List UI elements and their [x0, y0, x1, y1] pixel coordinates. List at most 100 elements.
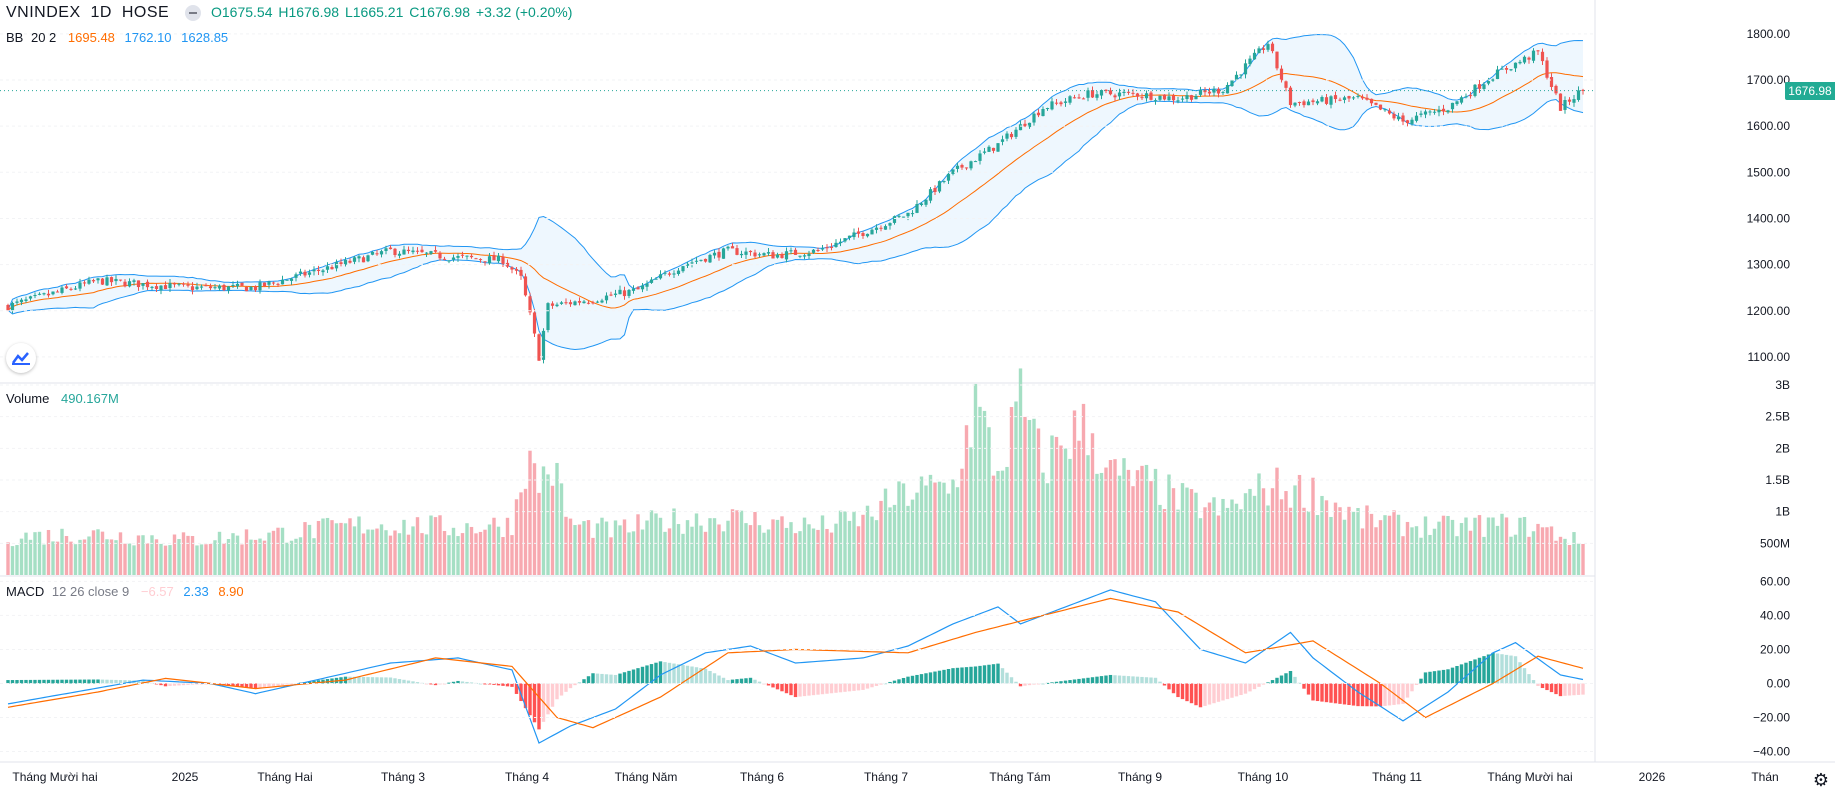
macd-histogram-bar	[366, 677, 370, 684]
candle-body	[1216, 88, 1221, 94]
candle-body	[654, 278, 658, 280]
macd-histogram-bar	[636, 668, 640, 684]
macd-histogram-bar	[1198, 683, 1203, 708]
macd-histogram-bar	[550, 683, 555, 707]
candle-body	[627, 289, 631, 296]
volume-bar	[190, 536, 195, 575]
volume-bar	[1324, 500, 1329, 575]
candle-body	[1342, 97, 1347, 100]
volume-bar	[1221, 498, 1225, 575]
volume-bar	[411, 526, 415, 575]
macd-histogram-bar	[186, 683, 190, 685]
macd-histogram-bar	[163, 683, 168, 687]
candle-body	[559, 302, 564, 304]
macd-histogram-bar	[924, 673, 928, 684]
candle-body	[546, 303, 550, 331]
macd-histogram-bar	[1284, 673, 1288, 684]
candle-body	[928, 189, 933, 201]
candle-body	[703, 258, 708, 262]
macd-histogram-bar	[784, 683, 789, 694]
macd-histogram-bar	[946, 669, 951, 684]
macd-histogram-bar	[537, 683, 541, 730]
volume-bar	[1009, 407, 1014, 575]
macd-histogram-bar	[1153, 677, 1158, 684]
candle-body	[195, 286, 199, 290]
candle-body	[312, 269, 316, 272]
macd-histogram-bar	[1234, 683, 1239, 697]
candle-body	[397, 253, 402, 256]
macd-histogram-bar	[955, 667, 960, 684]
candle-body	[285, 279, 289, 281]
volume-bar	[1369, 513, 1374, 575]
symbol-name[interactable]: VNINDEX	[6, 4, 81, 21]
volume-bar	[658, 517, 663, 575]
candle-body	[1365, 97, 1369, 100]
volume-bar	[1144, 464, 1149, 575]
macd-histogram-bar	[820, 683, 825, 695]
macd-histogram-bar	[627, 670, 631, 684]
candle-body	[478, 259, 483, 261]
macd-histogram-bar	[1383, 683, 1387, 706]
candle-body	[1356, 95, 1360, 97]
volume-bar	[37, 531, 42, 575]
volume-bar	[6, 542, 10, 575]
candle-body	[1432, 111, 1437, 113]
volume-legend[interactable]: Volume 490.167M	[6, 391, 125, 406]
x-tick-label: Tháng 9	[1118, 770, 1162, 784]
candle-body	[1491, 79, 1495, 81]
macd-histogram-bar	[690, 666, 694, 684]
volume-bar	[546, 474, 550, 575]
volume-bar	[294, 538, 298, 575]
volume-bar	[96, 529, 100, 575]
collapse-icon[interactable]	[185, 5, 202, 22]
candle-body	[681, 266, 685, 272]
candle-body	[937, 181, 942, 192]
candle-body	[1144, 93, 1149, 99]
volume-bar	[78, 539, 82, 575]
candle-body	[87, 279, 91, 284]
volume-bar	[631, 531, 636, 575]
macd-histogram-bar	[1504, 654, 1509, 684]
candle-body	[258, 282, 262, 291]
volume-bar	[186, 535, 190, 575]
macd-histogram-bar	[1212, 683, 1216, 704]
volume-bar	[82, 539, 87, 575]
tradingview-logo-icon[interactable]	[6, 343, 36, 373]
candle-body	[1482, 84, 1486, 89]
candle-body	[330, 266, 334, 270]
candle-body	[118, 279, 123, 281]
volume-bar	[384, 530, 388, 575]
volume-bar	[406, 534, 411, 575]
volume-bar	[73, 544, 78, 575]
volume-bar	[996, 470, 1000, 575]
volume-bar	[1243, 493, 1248, 575]
volume-bar	[910, 499, 915, 575]
interval[interactable]: 1D	[90, 4, 112, 21]
macd-histogram-bar	[1311, 683, 1315, 701]
candle-body	[784, 251, 789, 260]
macd-histogram-bar	[190, 683, 195, 685]
candle-body	[433, 250, 438, 252]
volume-bar	[1302, 507, 1306, 575]
volume-bar	[829, 532, 834, 575]
candle-body	[631, 288, 636, 291]
candle-body	[622, 290, 627, 297]
candle-body	[861, 233, 865, 237]
settings-gear-icon[interactable]: ⚙	[1812, 770, 1829, 790]
macd-histogram-bar	[1522, 668, 1527, 684]
macd-legend[interactable]: MACD 12 26 close 9 −6.57 2.33 8.90	[6, 584, 250, 599]
macd-histogram-bar	[1414, 683, 1419, 685]
candle-body	[910, 213, 915, 215]
candle-body	[420, 249, 424, 253]
volume-bar	[604, 521, 609, 575]
volume-bar	[627, 532, 631, 575]
bb-legend[interactable]: BB 20 2 1695.48 1762.10 1628.85	[6, 30, 234, 45]
macd-histogram-bar	[168, 683, 172, 687]
macd-histogram-bar	[1329, 683, 1333, 703]
candle-body	[1576, 90, 1581, 100]
macd-histogram-bar	[613, 674, 618, 684]
candle-body	[838, 241, 843, 243]
volume-bar	[1279, 499, 1284, 575]
candle-body	[510, 267, 514, 270]
